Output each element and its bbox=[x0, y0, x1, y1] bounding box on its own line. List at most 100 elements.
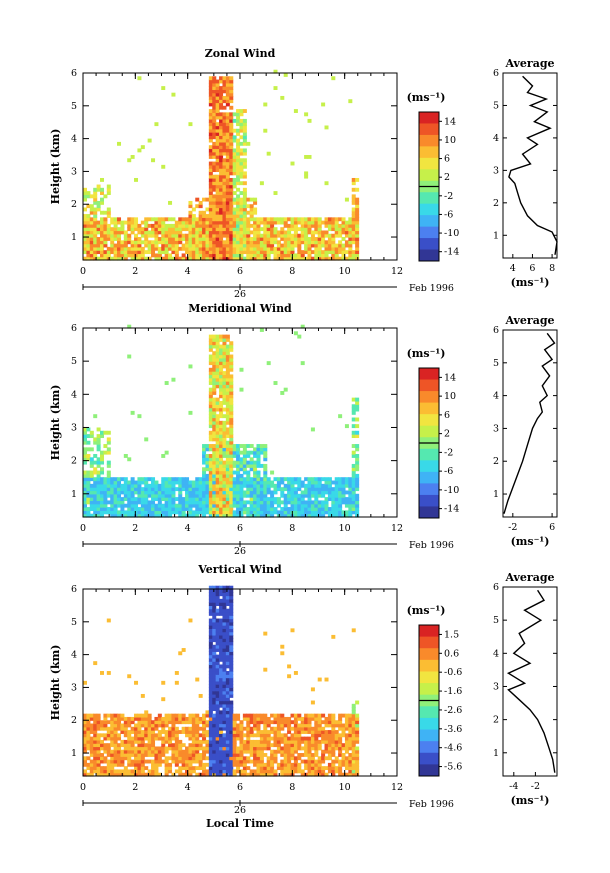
heatmap-cell bbox=[344, 510, 349, 515]
heatmap-cell bbox=[225, 625, 230, 629]
heatmap-cell bbox=[351, 424, 356, 429]
heatmap-cell bbox=[202, 477, 207, 482]
heatmap-cell bbox=[215, 648, 220, 652]
heatmap-cell bbox=[93, 480, 98, 485]
heatmap-cell bbox=[215, 697, 220, 702]
heatmap-cell bbox=[215, 227, 220, 232]
heatmap-cell bbox=[208, 102, 213, 107]
heatmap-cell bbox=[351, 230, 356, 235]
heatmap-cell bbox=[304, 513, 309, 518]
heatmap-cell bbox=[86, 457, 91, 462]
heatmap-cell bbox=[208, 92, 213, 97]
profile-y-tick-label: 2 bbox=[493, 198, 499, 209]
heatmap-cell bbox=[225, 256, 230, 261]
y-tick-label: 4 bbox=[71, 134, 77, 145]
heatmap-cell bbox=[321, 483, 326, 488]
heatmap-cell bbox=[134, 759, 139, 764]
heatmap-cell bbox=[317, 237, 322, 241]
heatmap-cell bbox=[307, 766, 312, 771]
heatmap-cell bbox=[208, 490, 213, 495]
heatmap-cell bbox=[317, 223, 322, 228]
panel-title: Vertical Wind bbox=[197, 563, 282, 576]
heatmap-cell bbox=[219, 151, 224, 156]
heatmap-cell bbox=[215, 164, 220, 169]
heatmap-cell bbox=[263, 256, 268, 261]
heatmap-cell bbox=[229, 128, 234, 133]
heatmap-cell bbox=[331, 716, 336, 721]
heatmap-cell bbox=[225, 410, 230, 415]
heatmap-cell bbox=[222, 181, 227, 186]
heatmap-cell bbox=[137, 753, 142, 757]
heatmap-cell bbox=[239, 467, 244, 472]
heatmap-cell bbox=[161, 503, 166, 508]
heatmap-cell bbox=[249, 503, 254, 508]
heatmap-cell bbox=[232, 503, 237, 508]
heatmap-cell bbox=[242, 207, 247, 212]
heatmap-cell bbox=[96, 483, 101, 488]
heatmap-cell bbox=[205, 710, 210, 715]
heatmap-cell bbox=[331, 220, 336, 225]
heatmap-cell bbox=[215, 510, 220, 515]
x-tick-label: 2 bbox=[132, 266, 138, 277]
heatmap-cell bbox=[310, 217, 315, 222]
heatmap-cell bbox=[202, 483, 207, 488]
heatmap-cell bbox=[327, 246, 332, 251]
heatmap-cell bbox=[100, 497, 105, 502]
heatmap-cell bbox=[229, 602, 234, 607]
heatmap-cell bbox=[185, 746, 190, 751]
heatmap-cell bbox=[222, 671, 227, 675]
heatmap-cell bbox=[120, 759, 125, 764]
heatmap-cell bbox=[106, 450, 111, 455]
heatmap-cell bbox=[225, 118, 230, 123]
heatmap-cell bbox=[229, 487, 234, 492]
heatmap-cell bbox=[215, 644, 220, 649]
heatmap-cell bbox=[185, 477, 190, 482]
heatmap-cell bbox=[208, 513, 213, 518]
heatmap-cell bbox=[229, 184, 234, 189]
heatmap-cell bbox=[355, 210, 360, 215]
heatmap-cell bbox=[236, 214, 241, 218]
heatmap-cell bbox=[222, 253, 227, 258]
heatmap-cell bbox=[212, 361, 217, 366]
heatmap-cell bbox=[202, 756, 207, 761]
heatmap-cell bbox=[351, 716, 356, 721]
heatmap-cell bbox=[297, 500, 302, 505]
heatmap-cell bbox=[225, 384, 230, 389]
heatmap-cell bbox=[161, 749, 166, 754]
heatmap-cell bbox=[314, 749, 319, 754]
heatmap-cell bbox=[273, 483, 278, 488]
heatmap-cell bbox=[215, 743, 220, 748]
heatmap-cell bbox=[259, 766, 264, 771]
heatmap-cell bbox=[236, 759, 241, 764]
heatmap-cell bbox=[222, 703, 227, 708]
heatmap-cell bbox=[219, 454, 224, 458]
heatmap-cell bbox=[246, 766, 251, 771]
colorbar-swatch bbox=[419, 134, 439, 147]
heatmap-cell bbox=[253, 733, 258, 738]
heatmap-cell bbox=[86, 477, 91, 482]
heatmap-cell bbox=[310, 490, 315, 495]
heatmap-cell bbox=[161, 753, 166, 757]
heatmap-cell bbox=[208, 726, 213, 731]
heatmap-cell bbox=[222, 230, 227, 235]
heatmap-cell bbox=[263, 762, 268, 767]
heatmap-cell bbox=[236, 454, 241, 458]
heatmap-cell bbox=[300, 324, 305, 329]
heatmap-cell bbox=[120, 723, 125, 728]
heatmap-cell bbox=[351, 210, 356, 215]
heatmap-cell bbox=[222, 641, 227, 646]
heatmap-cell bbox=[103, 223, 108, 228]
heatmap-cell bbox=[215, 749, 220, 754]
heatmap-cell bbox=[355, 207, 360, 212]
heatmap-cell bbox=[151, 739, 156, 744]
heatmap-cell bbox=[198, 220, 203, 225]
heatmap-cell bbox=[134, 483, 139, 488]
heatmap-cell bbox=[229, 89, 234, 94]
heatmap-cell bbox=[270, 233, 275, 238]
heatmap-cell bbox=[280, 769, 285, 774]
heatmap-cell bbox=[273, 749, 278, 754]
heatmap-cell bbox=[232, 746, 237, 751]
heatmap-cell bbox=[225, 463, 230, 468]
heatmap-cell bbox=[355, 217, 360, 222]
heatmap-cell bbox=[239, 223, 244, 228]
